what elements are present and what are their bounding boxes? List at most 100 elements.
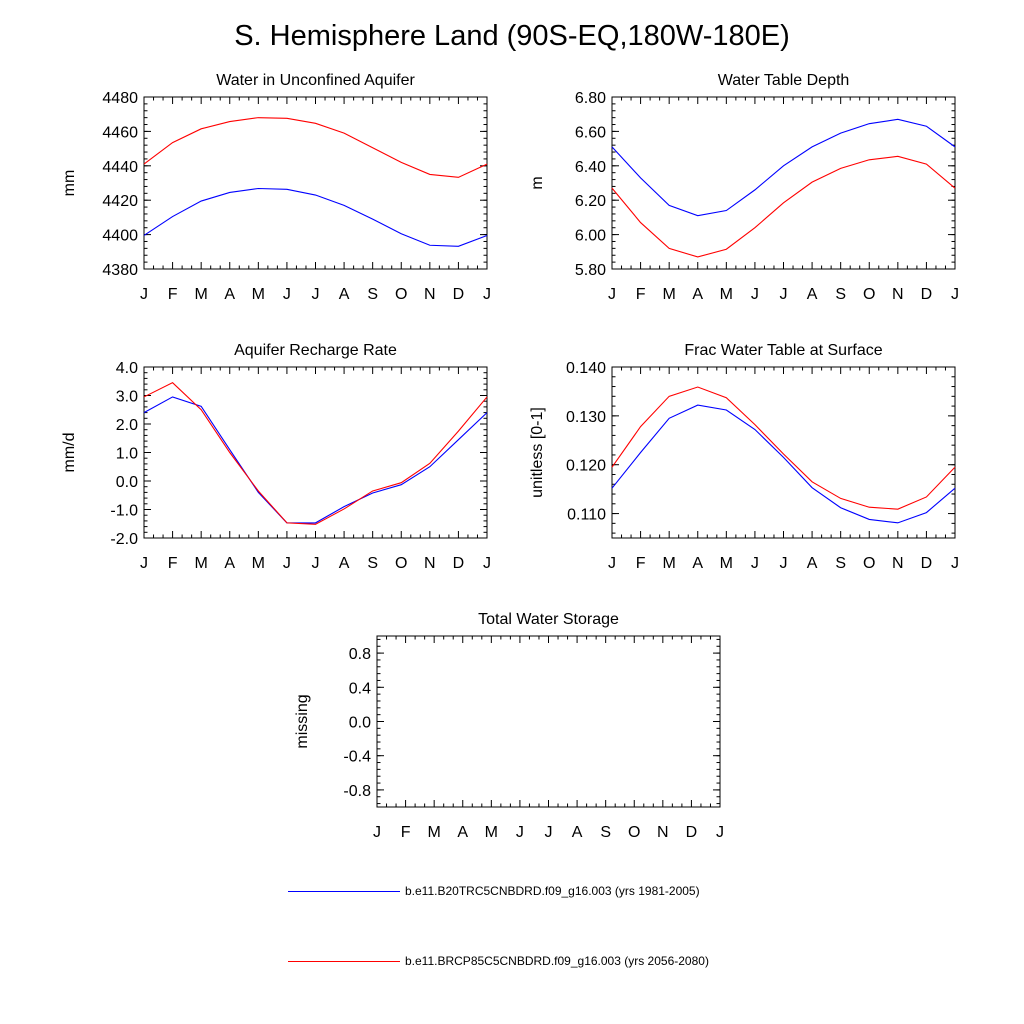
x-tick-label: N [424, 555, 436, 572]
panel-title: Water in Unconfined Aquifer [216, 72, 415, 89]
x-tick-label: S [367, 286, 378, 303]
y-axis-label: m [529, 176, 546, 189]
x-tick-label: N [424, 286, 436, 303]
y-tick-label: 0.140 [566, 360, 606, 377]
x-tick-label: O [395, 286, 407, 303]
x-tick-label: D [921, 286, 933, 303]
series-line-future [143, 117, 488, 178]
x-tick-label: J [483, 555, 491, 572]
x-tick-label: F [168, 555, 178, 572]
x-tick-label: F [168, 286, 178, 303]
x-tick-label: F [636, 555, 646, 572]
legend-label-historical: b.e11.B20TRC5CNBDRD.f09_g16.003 (yrs 198… [405, 884, 700, 898]
x-tick-label: D [453, 286, 465, 303]
series-line-future [143, 382, 488, 525]
x-tick-label: A [572, 824, 583, 841]
x-tick-label: J [951, 555, 959, 572]
x-tick-label: J [312, 555, 320, 572]
x-tick-label: M [663, 555, 676, 572]
x-tick-label: F [636, 286, 646, 303]
x-tick-label: J [951, 286, 959, 303]
y-tick-label: 2.0 [116, 417, 138, 434]
x-tick-label: A [224, 555, 235, 572]
x-tick-label: M [252, 555, 265, 572]
x-tick-label: J [283, 555, 291, 572]
x-tick-label: F [401, 824, 411, 841]
x-tick-label: S [600, 824, 611, 841]
series-line-future [611, 155, 956, 258]
x-tick-label: M [663, 286, 676, 303]
y-tick-label: -0.8 [343, 783, 371, 800]
y-tick-label: -2.0 [110, 531, 138, 548]
x-tick-label: D [686, 824, 698, 841]
x-tick-label: N [892, 555, 904, 572]
x-tick-label: J [312, 286, 320, 303]
x-tick-label: O [628, 824, 640, 841]
y-tick-label: 6.00 [575, 228, 606, 245]
x-tick-label: D [453, 555, 465, 572]
x-tick-label: N [892, 286, 904, 303]
y-axis-label: mm [61, 170, 78, 197]
x-tick-label: A [224, 286, 235, 303]
x-tick-label: M [252, 286, 265, 303]
x-tick-label: M [428, 824, 441, 841]
x-tick-label: M [720, 286, 733, 303]
x-tick-label: J [716, 824, 724, 841]
y-tick-label: 4420 [102, 193, 138, 210]
panel-title: Water Table Depth [718, 72, 850, 89]
x-tick-label: M [195, 555, 208, 572]
y-tick-label: 0.110 [567, 507, 606, 524]
x-tick-label: J [751, 555, 759, 572]
panel-title: Frac Water Table at Surface [684, 342, 882, 359]
series-line-historical [143, 187, 488, 247]
y-tick-label: 6.20 [575, 193, 606, 210]
legend-label-future: b.e11.BRCP85C5CNBDRD.f09_g16.003 (yrs 20… [405, 954, 709, 968]
y-tick-label: 0.0 [116, 474, 138, 491]
y-axis-label: unitless [0-1] [529, 407, 546, 498]
series-line-historical [143, 396, 488, 524]
x-tick-label: J [483, 286, 491, 303]
x-tick-label: M [720, 555, 733, 572]
x-tick-label: O [863, 555, 875, 572]
x-tick-label: A [807, 286, 818, 303]
x-tick-label: J [751, 286, 759, 303]
x-tick-label: J [780, 555, 788, 572]
y-tick-label: -1.0 [110, 503, 138, 520]
x-tick-label: A [807, 555, 818, 572]
x-tick-label: J [608, 555, 616, 572]
x-tick-label: J [780, 286, 788, 303]
y-tick-label: 0.0 [349, 715, 371, 732]
series-line-historical [611, 404, 956, 524]
y-axis-label: missing [294, 694, 311, 748]
y-tick-label: 6.60 [575, 124, 606, 141]
x-tick-label: A [692, 555, 703, 572]
y-tick-label: 0.8 [349, 646, 371, 663]
y-tick-label: 0.130 [566, 409, 606, 426]
x-tick-label: J [516, 824, 524, 841]
x-tick-label: A [339, 555, 350, 572]
y-tick-label: 1.0 [116, 446, 138, 463]
y-tick-label: -0.4 [343, 749, 371, 766]
legend-line-red [288, 960, 400, 962]
y-tick-label: 4.0 [116, 360, 138, 377]
x-tick-label: A [692, 286, 703, 303]
y-tick-label: 4380 [102, 262, 138, 279]
series-line-historical [611, 118, 956, 217]
x-tick-label: O [395, 555, 407, 572]
x-tick-label: A [339, 286, 350, 303]
x-tick-label: O [863, 286, 875, 303]
legend-item-future: b.e11.BRCP85C5CNBDRD.f09_g16.003 (yrs 20… [288, 953, 709, 969]
x-tick-label: J [545, 824, 553, 841]
y-tick-label: 6.80 [575, 90, 606, 107]
x-tick-label: M [485, 824, 498, 841]
x-tick-label: J [283, 286, 291, 303]
y-tick-label: 4400 [102, 228, 138, 245]
y-tick-label: 4480 [102, 90, 138, 107]
panel-title: Aquifer Recharge Rate [234, 342, 397, 359]
y-tick-label: 6.40 [575, 159, 606, 176]
x-tick-label: M [195, 286, 208, 303]
